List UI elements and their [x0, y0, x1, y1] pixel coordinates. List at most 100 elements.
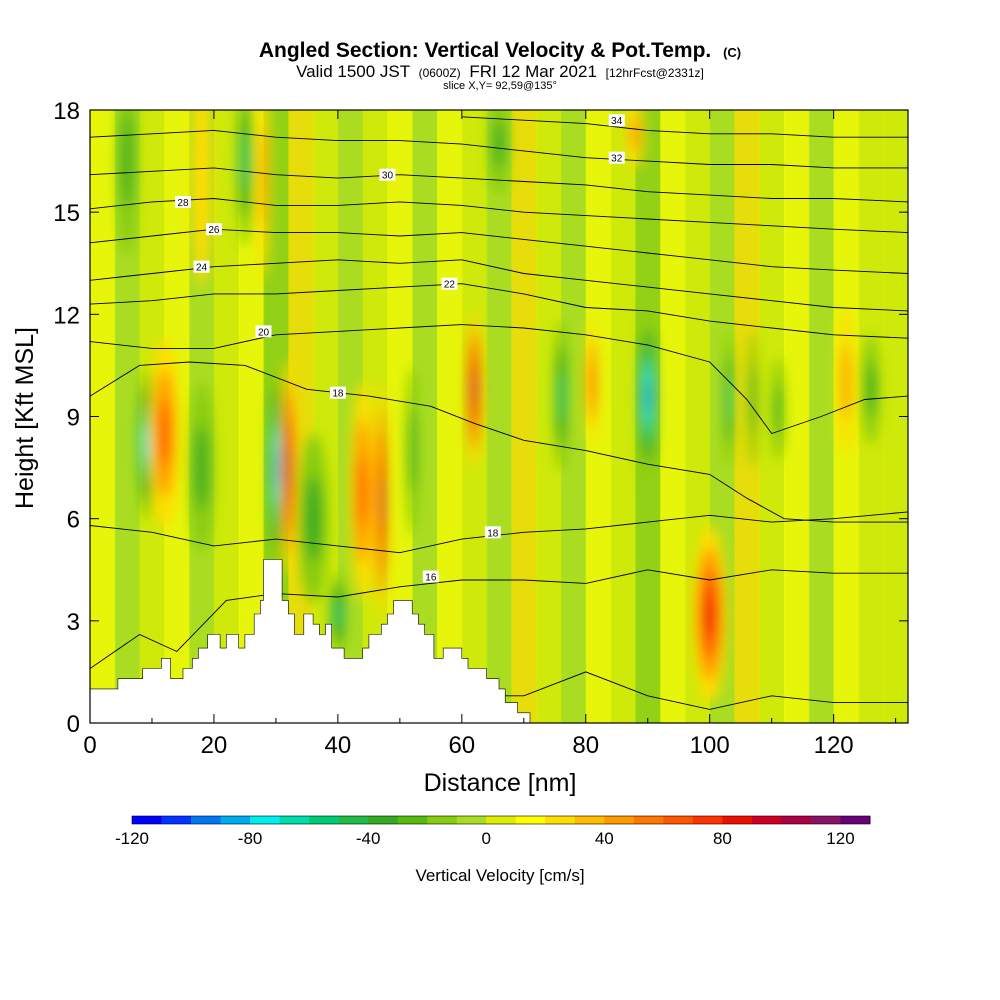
velocity-band [660, 110, 686, 723]
velocity-cell [750, 365, 756, 434]
x-tick-label: 20 [201, 732, 228, 759]
colorbar-swatch [781, 816, 812, 824]
velocity-cell [589, 362, 595, 403]
x-tick-label: 100 [690, 732, 730, 759]
velocity-cell [191, 110, 212, 288]
chart-title: Angled Section: Vertical Velocity & Pot.… [259, 39, 741, 62]
y-axis-label: Height [Kft MSL] [11, 327, 39, 509]
velocity-cell [645, 379, 650, 413]
theta-contour-line [90, 569, 908, 669]
contour-label-bg [484, 526, 501, 539]
colorbar: -120 -80 -40 0 40 80 120 [115, 815, 871, 848]
colorbar-tick-label: 0 [482, 829, 491, 848]
colorbar-swatch [338, 816, 369, 824]
colorbar-swatch [840, 816, 871, 824]
velocity-cell [705, 591, 715, 637]
colorbar-swatch [633, 816, 664, 824]
colorbar-tick-label: 120 [826, 829, 854, 848]
velocity-cell [274, 447, 278, 489]
y-tick-label: 0 [67, 711, 80, 738]
colorbar-swatch [250, 816, 281, 824]
colorbar-frame [131, 815, 871, 825]
y-tick-label: 18 [53, 98, 80, 125]
contour-label: 34 [611, 116, 623, 127]
colorbar-swatch [486, 816, 517, 824]
velocity-band [511, 110, 538, 723]
colorbar-tick-label: 40 [595, 829, 614, 848]
contour-label-bg [255, 325, 272, 338]
colorbar-tick-label: -40 [356, 829, 381, 848]
chart-subtitle: Valid 1500 JST (0600Z) FRI 12 Mar 2021 [… [296, 62, 704, 81]
contour-label-bg [193, 260, 210, 273]
colorbar-swatch [220, 816, 251, 824]
velocity-cell [159, 401, 170, 466]
colorbar-tick-label: -120 [115, 829, 149, 848]
contour-label: 18 [332, 389, 344, 400]
velocity-cell [305, 476, 321, 562]
velocity-cell [122, 113, 133, 209]
subtitle-valid: Valid 1500 JST [296, 62, 410, 81]
y-tick-label: 6 [67, 507, 80, 534]
plot-field: 16 18 18 20 22 24 26 28 30 32 34 [90, 110, 908, 723]
velocity-cell [260, 127, 267, 230]
x-tick-label: 60 [448, 732, 475, 759]
contour-label: 28 [177, 198, 189, 209]
theta-contour-line [90, 361, 908, 523]
x-axis-label: Distance [nm] [424, 769, 577, 797]
contour-label: 22 [444, 280, 456, 291]
theta-contour-line [90, 324, 908, 435]
x-tick-label: 40 [325, 732, 352, 759]
theta-contour-line [90, 129, 908, 169]
theta-contour-line [461, 116, 908, 138]
contour-label: 32 [611, 154, 623, 165]
y-tick-label: 15 [53, 200, 80, 227]
colorbar-swatch [368, 816, 399, 824]
contour-label-bg [422, 570, 439, 583]
contour-label: 30 [382, 171, 394, 182]
velocity-cell [558, 371, 564, 422]
subtitle-date: FRI 12 Mar 2021 [469, 62, 597, 81]
velocity-band [486, 110, 513, 723]
velocity-cell [409, 407, 416, 494]
contour-label-bg [608, 151, 625, 164]
velocity-cells [117, 110, 880, 703]
velocity-cell [195, 425, 208, 511]
contour-label-bg [441, 277, 458, 290]
colorbar-swatch [810, 816, 841, 824]
velocity-cell [866, 362, 876, 417]
velocity-cell [774, 384, 781, 436]
velocity-cell [286, 445, 290, 490]
colorbar-swatch [545, 816, 576, 824]
colorbar-tick-label: 80 [713, 829, 732, 848]
velocity-band [437, 110, 463, 723]
contour-label: 20 [258, 327, 270, 338]
contour-label-bg [205, 223, 222, 236]
contour-label-bg [608, 114, 625, 127]
y-tick-label: 9 [67, 405, 80, 432]
colorbar-swatch [279, 816, 310, 824]
colorbar-swatch [574, 816, 605, 824]
velocity-bands [90, 110, 908, 723]
colorbar-tick-label: -80 [238, 829, 263, 848]
colorbar-swatch [515, 816, 546, 824]
contour-label: 16 [425, 573, 437, 584]
terrain [90, 559, 908, 723]
theta-contour-line [90, 228, 908, 274]
velocity-cell [242, 132, 248, 190]
velocity-cell [630, 116, 640, 151]
velocity-cell [358, 455, 367, 528]
x-tick-label: 80 [572, 732, 599, 759]
colorbar-swatch [604, 816, 635, 824]
colorbar-swatch [751, 816, 782, 824]
chart-slice-label: slice X,Y= 92,59@135° [443, 80, 557, 92]
colorbar-swatch [397, 816, 428, 824]
colorbar-swatch [309, 816, 340, 824]
velocity-cell [494, 118, 504, 170]
velocity-band [610, 110, 637, 723]
velocity-cell [726, 376, 730, 423]
theta-contour-line [90, 283, 908, 339]
theta-contour-line [90, 167, 908, 203]
colorbar-swatch [161, 816, 192, 824]
x-tick-label: 0 [83, 732, 96, 759]
velocity-band [784, 110, 810, 723]
